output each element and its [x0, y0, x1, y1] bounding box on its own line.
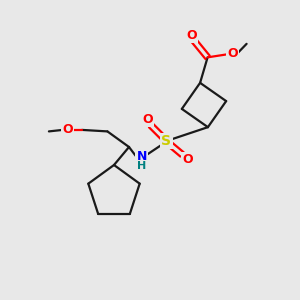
Text: O: O — [142, 113, 153, 126]
Text: O: O — [62, 123, 73, 136]
Text: O: O — [186, 29, 197, 42]
Text: S: S — [161, 134, 172, 148]
Text: N: N — [136, 150, 147, 163]
Text: O: O — [182, 153, 193, 167]
Text: H: H — [137, 161, 146, 171]
Text: O: O — [227, 47, 238, 60]
